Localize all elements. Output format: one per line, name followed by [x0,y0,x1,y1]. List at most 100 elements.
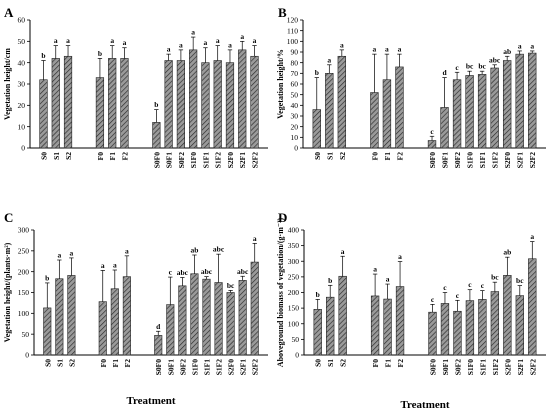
significance-letter: c [443,283,447,292]
x-tick-label: S1F2 [214,152,223,169]
bar-s0f1 [440,107,449,149]
significance-letter: a [373,265,377,274]
x-tick-label: S2F0 [503,359,512,376]
bar-s1f2 [490,67,499,149]
y-tick-label: 30 [18,80,26,89]
y-axis-label: Aboveground biomass of vegetation/(g·m⁻²… [276,217,285,367]
x-tick-label: F1 [383,152,392,161]
bar-s0 [39,79,48,149]
y-tick-label: 0 [25,351,29,360]
y-axis-label: Vegetation height/(plants·m²) [3,242,12,342]
significance-letter: a [179,40,183,49]
y-tick-label: 10 [18,122,26,131]
x-tick-label: S1 [326,359,335,367]
bar-s1 [326,296,335,356]
bar-s0f0 [152,122,161,149]
y-tick-label: 30 [291,112,299,121]
y-tick-label: 50 [292,335,300,344]
significance-letter: a [341,247,345,256]
x-tick-label: S2F0 [227,359,236,376]
significance-letter: a [398,45,402,54]
significance-letter: b [315,68,319,77]
x-tick-label: S0F2 [178,359,187,376]
significance-letter: a [530,232,534,241]
y-tick-label: 250 [288,272,300,281]
bar-f0 [95,77,105,149]
significance-letter: abc [213,245,225,254]
bar-s0f2 [178,285,187,356]
significance-letter: bc [478,62,486,71]
x-tick-label: S1F1 [202,359,211,376]
y-tick-label: 120 [287,16,299,25]
x-tick-label: S0F2 [177,152,186,169]
significance-letter: d [156,322,161,331]
x-tick-label: S1F1 [201,152,210,169]
bar-s0f2 [452,79,462,149]
bar-s2f2 [528,258,537,356]
significance-letter: a [340,40,344,49]
y-tick-label: 50 [291,90,299,99]
bar-s1f2 [213,60,222,149]
panel-letter: D [278,210,287,225]
bar-s2f2 [528,52,537,149]
y-tick-label: 10 [291,133,299,142]
bar-s1f1 [478,299,487,356]
x-tick-label: F0 [370,152,379,161]
significance-letter: c [169,268,173,277]
x-tick-label: S2F2 [528,152,537,169]
bar-s1 [55,278,64,356]
significance-letter: abc [237,267,249,276]
significance-letter: d [442,68,447,77]
y-axis-label: Vegetation height/cm [3,48,12,120]
x-tick-label: S2F0 [503,152,512,169]
bar-s2f1 [238,280,247,356]
x-tick-label: S1 [55,359,64,367]
y-tick-label: 20 [291,122,299,131]
significance-letter: a [167,45,171,54]
y-tick-label: 100 [287,37,299,46]
x-tick-label: S0F2 [453,359,462,376]
bar-f0 [370,295,380,356]
x-tick-label: S0F1 [165,152,174,169]
x-tick-label: S2F1 [239,359,248,376]
significance-letter: bc [491,273,499,282]
x-tick-label: S1F0 [466,359,475,376]
significance-letter: a [110,36,114,45]
significance-letter: a [530,41,534,50]
x-tick-label: S2F0 [226,152,235,169]
bar-f2 [122,276,131,356]
bar-f1 [108,58,117,149]
bar-s0 [312,109,321,149]
x-tick-label: S2F1 [516,152,525,169]
x-tick-label: S0F1 [441,359,450,376]
bar-s0f1 [164,60,173,149]
significance-letter: b [154,100,158,109]
x-tick-label: S1F0 [466,152,475,169]
bar-s1f0 [465,75,474,149]
significance-letter: c [468,280,472,289]
bar-s2f1 [515,295,524,356]
y-tick-label: 300 [18,226,30,235]
bar-f1 [383,298,392,356]
bar-s0f2 [176,60,185,149]
significance-letter: a [57,251,61,260]
significance-letter: a [253,234,257,243]
significance-letter: ab [503,47,511,56]
x-tick-label: S1F2 [491,359,500,376]
significance-letter: a [125,246,129,255]
y-tick-label: 150 [288,304,300,313]
x-tick-label: S2F1 [516,359,525,376]
bar-s2f0 [226,292,235,356]
significance-letter: c [431,295,435,304]
x-tick-label: S2F1 [238,152,247,169]
x-tick-label: F2 [120,152,129,161]
y-tick-label: 50 [22,330,30,339]
significance-letter: bc [466,62,474,71]
x-tick-label: F1 [384,359,393,368]
panel-A: A Vegetation height/cm 0 10 20 30 40 50 60 b S0 a S1… [3,5,268,168]
x-tick-label: S0F2 [453,152,462,169]
significance-letter: a [70,248,74,257]
x-tick-label: S2F2 [251,359,260,376]
y-tick-label: 80 [291,58,299,67]
